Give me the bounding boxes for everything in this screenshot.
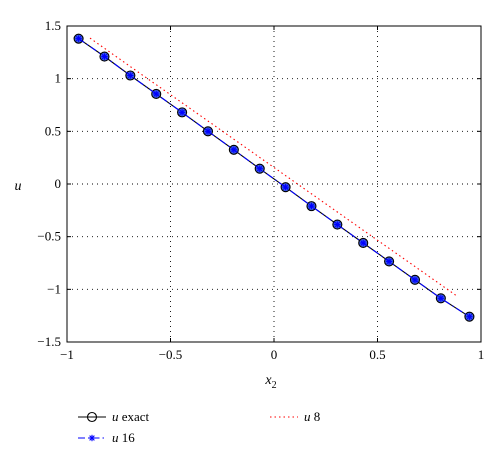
data-point-u-16 <box>411 276 419 284</box>
data-point-u-16 <box>204 128 212 135</box>
x-tick-label: 1 <box>478 347 485 362</box>
x-tick-label: −1 <box>60 347 74 362</box>
data-point-u-16 <box>153 90 160 98</box>
data-point-u-16 <box>282 183 289 191</box>
legend-marker-u-16 <box>88 434 96 442</box>
data-point-u-16 <box>360 239 367 247</box>
legend-label-u-exact: u exact <box>112 409 150 424</box>
legend-item-u-exact: u exact <box>78 409 150 424</box>
y-tick-label: 1.5 <box>45 18 61 33</box>
x-axis-label: x2 <box>264 373 276 391</box>
series-line-u-exact <box>78 38 470 318</box>
y-tick-label: 1 <box>55 71 62 86</box>
legend: u exact u 16 u 8 <box>78 409 320 445</box>
y-tick-label: −1 <box>47 281 61 296</box>
data-point-u-16 <box>75 35 82 42</box>
legend-label-u-16: u 16 <box>112 430 135 445</box>
data-point-u-16 <box>334 221 341 228</box>
x-tick-label: −0.5 <box>159 347 183 362</box>
series-line-u-8 <box>89 37 459 298</box>
y-tick-label: −1.5 <box>37 334 61 349</box>
tick-layer: −1 −0.5 0 0.5 1−1.5−1−0.500.511.5 <box>37 18 484 362</box>
x-tick-label: 0.5 <box>369 347 385 362</box>
grid-lines <box>67 26 481 342</box>
data-point-u-16 <box>437 295 445 302</box>
y-tick-label: −0.5 <box>37 229 61 244</box>
x-axis-label-subscript: 2 <box>272 380 277 391</box>
series-layer <box>73 33 475 322</box>
data-point-u-16 <box>256 165 263 172</box>
legend-marker-u-exact <box>86 411 98 423</box>
data-point-u-16 <box>101 53 108 60</box>
y-axis-label: u <box>15 179 22 194</box>
y-tick-label: 0.5 <box>45 123 61 138</box>
y-tick-label: 0 <box>55 176 62 191</box>
data-point-u-16 <box>308 202 315 210</box>
data-point-u-16 <box>178 109 186 116</box>
data-point-u-16 <box>127 72 134 79</box>
data-point-u-16 <box>385 258 393 265</box>
data-point-u-16 <box>230 146 238 153</box>
legend-item-u-16: u 16 <box>78 430 135 445</box>
legend-item-u-8: u 8 <box>270 409 320 424</box>
data-point-u-16 <box>466 313 473 320</box>
legend-label-u-8: u 8 <box>304 409 320 424</box>
x-tick-label: 0 <box>271 347 278 362</box>
series-line-u-16 <box>78 38 470 318</box>
